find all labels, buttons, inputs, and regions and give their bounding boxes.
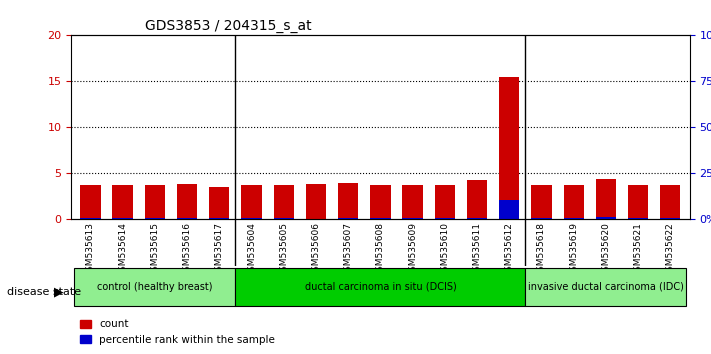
Bar [112, 218, 133, 219]
Text: GSM535610: GSM535610 [440, 222, 449, 277]
Text: invasive ductal carcinoma (IDC): invasive ductal carcinoma (IDC) [528, 282, 684, 292]
Bar [241, 218, 262, 219]
Bar [628, 184, 648, 219]
Text: GSM535611: GSM535611 [473, 222, 481, 277]
Text: ductal carcinoma in situ (DCIS): ductal carcinoma in situ (DCIS) [304, 282, 456, 292]
Bar [402, 218, 423, 219]
Text: GSM535616: GSM535616 [183, 222, 191, 277]
Bar [499, 77, 520, 219]
Text: GSM535605: GSM535605 [279, 222, 288, 277]
Text: GSM535612: GSM535612 [505, 222, 514, 277]
FancyBboxPatch shape [235, 268, 525, 306]
Bar [402, 184, 423, 219]
Bar [306, 184, 326, 219]
Bar [338, 183, 358, 219]
Bar [661, 185, 680, 219]
Bar [145, 218, 165, 219]
Text: GSM535618: GSM535618 [537, 222, 546, 277]
Bar [370, 184, 390, 219]
Text: GSM535621: GSM535621 [634, 222, 643, 277]
Bar [338, 218, 358, 219]
Text: GSM535609: GSM535609 [408, 222, 417, 277]
Bar [499, 200, 520, 219]
Bar [274, 218, 294, 219]
Bar [434, 184, 455, 219]
Bar [467, 218, 487, 219]
Bar [306, 218, 326, 219]
Text: control (healthy breast): control (healthy breast) [97, 282, 213, 292]
Text: disease state: disease state [7, 287, 81, 297]
Text: ▶: ▶ [54, 286, 64, 298]
Bar [531, 218, 552, 219]
Text: GSM535620: GSM535620 [602, 222, 611, 277]
Bar [112, 184, 133, 219]
Bar [177, 184, 197, 219]
Text: GSM535604: GSM535604 [247, 222, 256, 277]
Bar [628, 218, 648, 219]
Bar [370, 218, 390, 219]
Text: GDS3853 / 204315_s_at: GDS3853 / 204315_s_at [145, 19, 312, 33]
Bar [531, 184, 552, 219]
Bar [596, 179, 616, 219]
Text: GSM535613: GSM535613 [86, 222, 95, 277]
Text: GSM535619: GSM535619 [570, 222, 578, 277]
Bar [80, 184, 100, 219]
Bar [564, 218, 584, 219]
Text: GSM535617: GSM535617 [215, 222, 224, 277]
Bar [661, 218, 680, 219]
Bar [274, 184, 294, 219]
Bar [209, 218, 230, 219]
FancyBboxPatch shape [525, 268, 686, 306]
Bar [241, 185, 262, 219]
Bar [80, 218, 100, 219]
Bar [564, 184, 584, 219]
Text: GSM535606: GSM535606 [311, 222, 321, 277]
Legend: count, percentile rank within the sample: count, percentile rank within the sample [76, 315, 279, 349]
Bar [434, 218, 455, 219]
Bar [145, 184, 165, 219]
Bar [467, 180, 487, 219]
Bar [177, 218, 197, 219]
Text: GSM535607: GSM535607 [343, 222, 353, 277]
Text: GSM535615: GSM535615 [150, 222, 159, 277]
Text: GSM535622: GSM535622 [665, 222, 675, 276]
FancyBboxPatch shape [75, 268, 235, 306]
Bar [596, 217, 616, 219]
Bar [209, 187, 230, 219]
Text: GSM535614: GSM535614 [118, 222, 127, 277]
Text: GSM535608: GSM535608 [376, 222, 385, 277]
